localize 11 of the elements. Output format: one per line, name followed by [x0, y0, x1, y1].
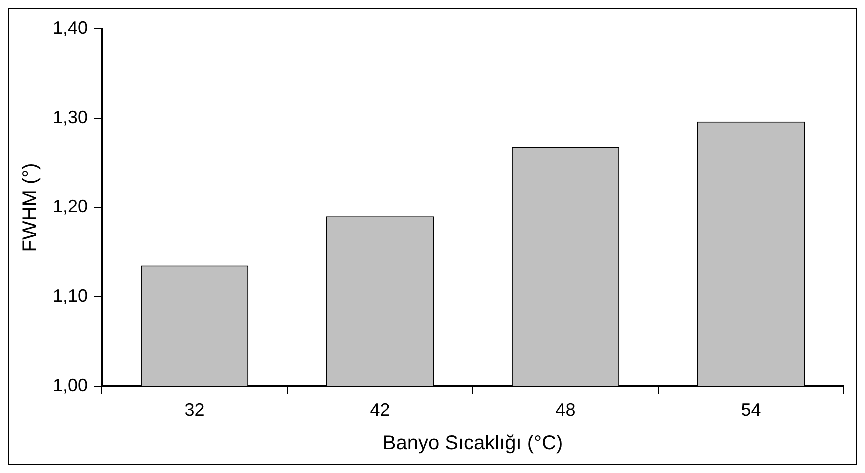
y-tick-label: 1,20 [52, 196, 88, 217]
y-tick-label: 1,30 [52, 107, 88, 128]
y-tick-label: 1,00 [52, 375, 88, 396]
x-tick-label: 42 [370, 400, 390, 420]
x-tick-label: 48 [556, 400, 576, 420]
x-tick-label: 32 [184, 400, 205, 420]
x-axis-title: Banyo Sıcaklığı (°C) [382, 432, 564, 455]
y-tick-label: 1,40 [52, 18, 88, 38]
y-axis-title: FWHM (°) [20, 163, 42, 252]
y-tick-label: 1,10 [52, 286, 88, 306]
x-tick-label: 54 [741, 400, 762, 420]
